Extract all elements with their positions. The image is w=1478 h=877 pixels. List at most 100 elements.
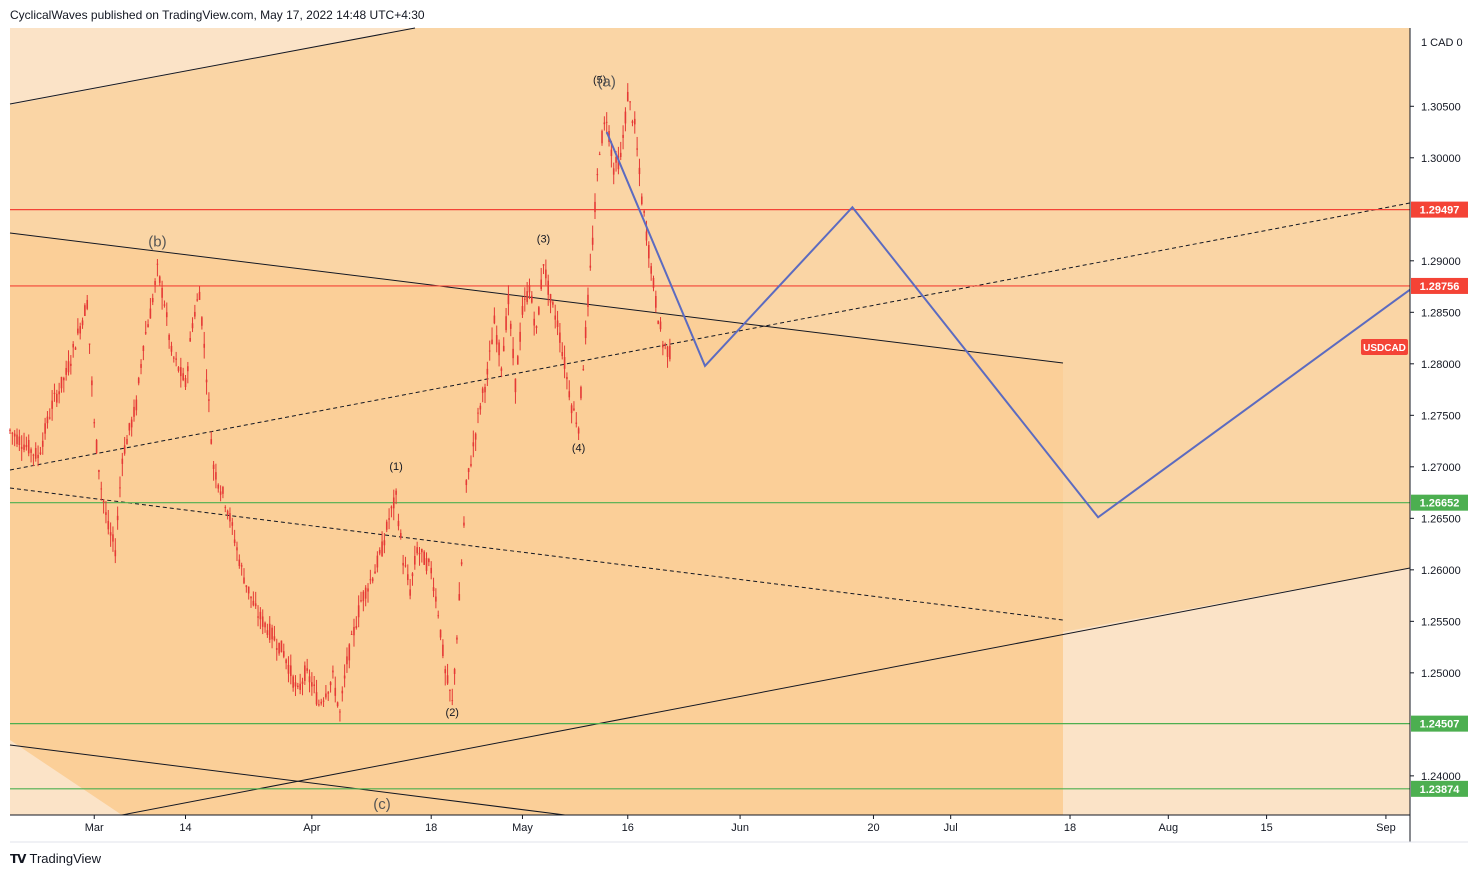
candle bbox=[313, 676, 315, 694]
candle bbox=[360, 591, 362, 603]
candle bbox=[659, 317, 662, 332]
candle bbox=[116, 506, 119, 530]
candle bbox=[318, 699, 320, 707]
candle bbox=[411, 572, 414, 586]
candle bbox=[158, 275, 161, 286]
candle bbox=[226, 509, 229, 520]
lower-falling-line bbox=[9, 744, 566, 816]
wave-label: (b) bbox=[148, 233, 166, 250]
candle bbox=[418, 547, 421, 566]
candle bbox=[140, 359, 142, 375]
candle bbox=[392, 489, 395, 521]
candle bbox=[404, 556, 407, 568]
candle bbox=[533, 311, 535, 336]
time-axis-panel bbox=[10, 815, 1410, 842]
candle bbox=[451, 688, 454, 706]
candle bbox=[217, 483, 220, 493]
candle bbox=[575, 412, 578, 428]
candle bbox=[133, 399, 135, 422]
candle bbox=[34, 442, 37, 462]
candle bbox=[662, 340, 664, 356]
candle bbox=[268, 616, 271, 643]
candle bbox=[304, 661, 306, 685]
candle bbox=[390, 505, 393, 518]
candle bbox=[261, 609, 264, 635]
candle bbox=[308, 669, 311, 693]
candle bbox=[577, 426, 580, 441]
candle bbox=[25, 436, 28, 451]
candle bbox=[545, 259, 547, 286]
candle bbox=[486, 361, 489, 387]
candle bbox=[570, 403, 573, 424]
candle bbox=[280, 640, 283, 653]
candle bbox=[456, 635, 458, 644]
candle bbox=[657, 320, 659, 325]
candle bbox=[442, 639, 444, 659]
candle bbox=[601, 129, 603, 146]
candle bbox=[250, 596, 252, 608]
candle bbox=[114, 538, 117, 564]
candle bbox=[549, 293, 552, 314]
candle bbox=[435, 588, 437, 609]
candle bbox=[425, 552, 428, 575]
candle bbox=[278, 642, 280, 656]
candle bbox=[439, 629, 442, 641]
candle bbox=[208, 392, 210, 413]
candle bbox=[121, 452, 124, 477]
candle bbox=[189, 331, 191, 342]
y-tick-label: 1.30000 bbox=[1421, 153, 1461, 165]
candle bbox=[13, 430, 16, 447]
candle bbox=[465, 479, 468, 493]
candle bbox=[100, 481, 103, 501]
candle bbox=[224, 505, 227, 513]
price-level-tag: 1.28756 bbox=[1420, 281, 1460, 293]
y-tick-label: 1.28000 bbox=[1421, 359, 1461, 371]
candle bbox=[325, 685, 327, 700]
candle bbox=[666, 345, 669, 368]
candle bbox=[48, 408, 51, 420]
candle bbox=[505, 307, 507, 333]
candle bbox=[44, 417, 46, 440]
candle bbox=[509, 320, 512, 337]
candle bbox=[531, 291, 533, 304]
candle bbox=[254, 591, 257, 609]
candle bbox=[383, 533, 386, 554]
candle bbox=[488, 340, 491, 361]
candle bbox=[231, 517, 234, 535]
candle bbox=[397, 513, 400, 531]
candle bbox=[568, 380, 571, 401]
x-tick-label: 16 bbox=[622, 822, 634, 834]
candle bbox=[16, 428, 18, 448]
candle bbox=[343, 664, 346, 688]
candle bbox=[463, 516, 465, 528]
projected-wave-path bbox=[605, 131, 1411, 519]
candle bbox=[322, 697, 325, 707]
price-levels bbox=[10, 209, 1468, 790]
candle bbox=[444, 665, 447, 686]
candle bbox=[30, 447, 32, 463]
candle bbox=[399, 529, 402, 540]
candle bbox=[285, 658, 287, 670]
candle bbox=[591, 225, 594, 251]
candle bbox=[72, 341, 74, 358]
candle bbox=[266, 623, 269, 638]
candle bbox=[449, 689, 451, 702]
candle bbox=[374, 564, 376, 574]
candle bbox=[362, 590, 365, 612]
candle bbox=[566, 372, 568, 390]
candle bbox=[357, 595, 360, 628]
x-tick-label: 14 bbox=[179, 822, 191, 834]
axes: 1 CAD 0 1.30500 1.30000 1.29000 1.28500 1.280… bbox=[10, 28, 1478, 843]
candle bbox=[633, 111, 636, 134]
candle bbox=[631, 119, 634, 127]
candle bbox=[20, 435, 23, 461]
candle bbox=[77, 318, 79, 336]
y-tick-label: 1.28500 bbox=[1421, 307, 1461, 319]
trendlines bbox=[9, 27, 1411, 816]
candle bbox=[470, 455, 472, 468]
candle bbox=[203, 331, 206, 359]
x-tick-label: Jun bbox=[731, 822, 749, 834]
wave-label: (2) bbox=[446, 707, 459, 719]
candle bbox=[282, 643, 285, 659]
